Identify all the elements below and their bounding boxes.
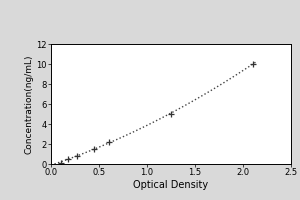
X-axis label: Optical Density: Optical Density [134,180,208,190]
Y-axis label: Concentration(ng/mL): Concentration(ng/mL) [25,54,34,154]
